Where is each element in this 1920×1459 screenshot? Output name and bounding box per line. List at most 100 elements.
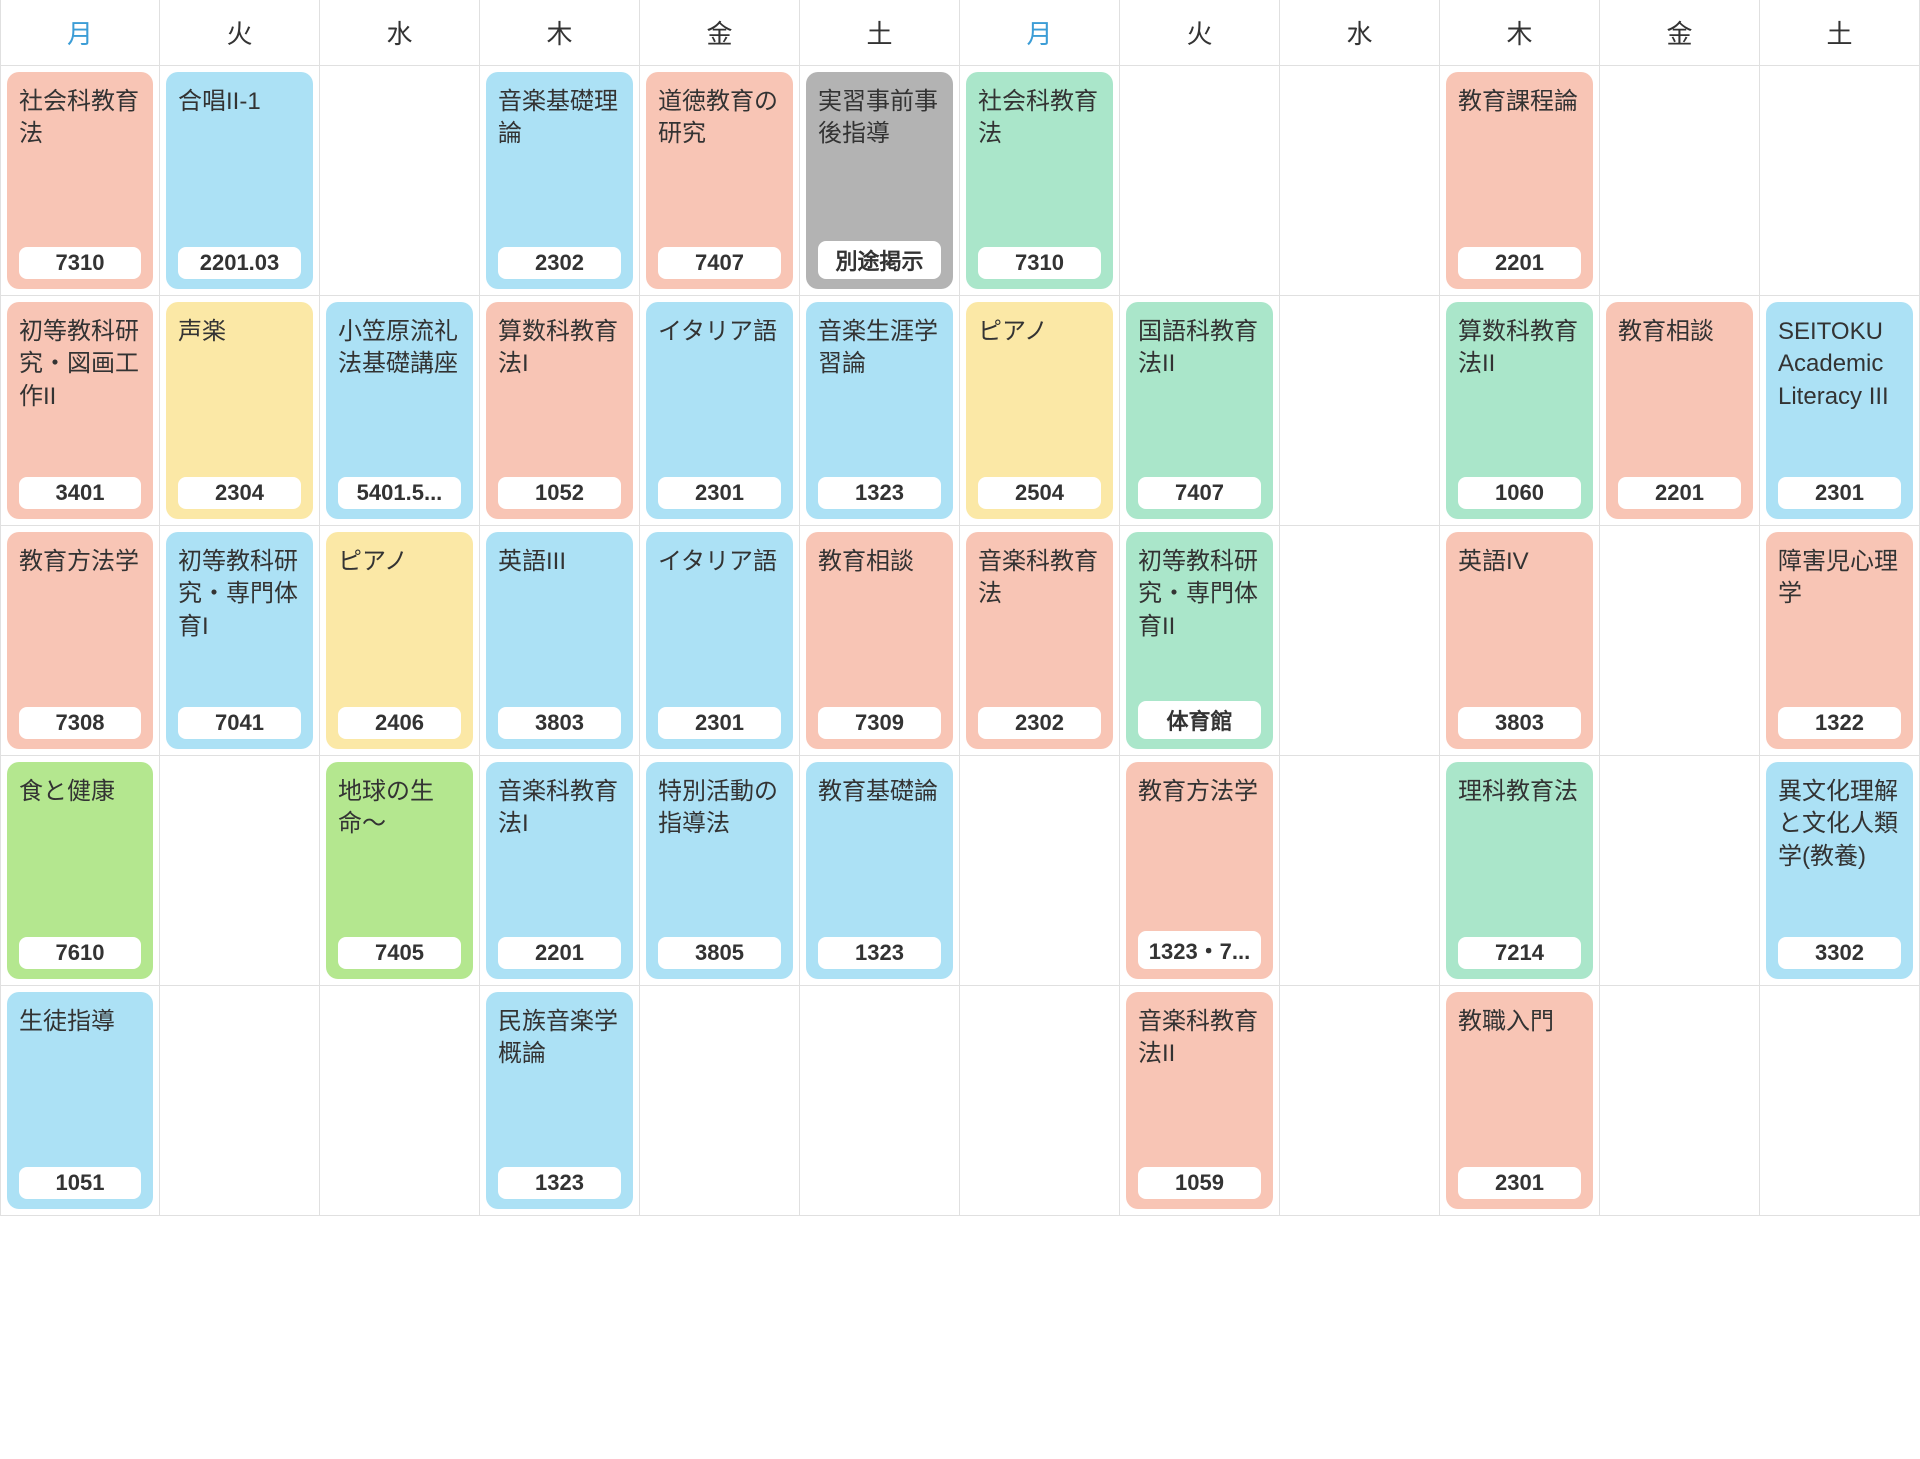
course-room: 3805 [658,937,781,969]
timetable-slot: ピアノ2504 [960,296,1120,526]
course-card[interactable]: 地球の生命〜 7405 [326,762,473,979]
timetable-slot: 特別活動の指導法3805 [640,756,800,986]
course-card[interactable]: 英語III3803 [486,532,633,749]
course-card[interactable]: 食と健康 7610 [7,762,153,979]
course-card[interactable]: 教育課程論 2201 [1446,72,1593,289]
course-room: 1322 [1778,707,1901,739]
course-card[interactable]: 初等教科研究・専門体育II体育館 [1126,532,1273,749]
timetable-slot: 教育方法学1323・7... [1120,756,1280,986]
day-header[interactable]: 土 [800,0,960,66]
day-header[interactable]: 月 [960,0,1120,66]
course-card[interactable]: 音楽生涯学習論1323 [806,302,953,519]
course-card[interactable]: 音楽科教育法2302 [966,532,1113,749]
course-card[interactable]: 教育相談2201 [1606,302,1753,519]
course-room: 2201.03 [178,247,301,279]
course-card[interactable]: 音楽科教育法II1059 [1126,992,1273,1209]
course-title: 教育基礎論 [818,776,941,808]
course-card[interactable]: 異文化理解と文化人類学(教養)3302 [1766,762,1913,979]
timetable-slot: 音楽科教育法2302 [960,526,1120,756]
course-card[interactable]: 教育基礎論 1323 [806,762,953,979]
timetable-slot: 国語科教育法II7407 [1120,296,1280,526]
day-header[interactable]: 月 [0,0,160,66]
course-card[interactable]: 社会科教育法7310 [966,72,1113,289]
day-header[interactable]: 火 [160,0,320,66]
course-title: 音楽科教育法 [978,546,1101,611]
course-title: 実習事前事後指導 [818,86,941,151]
day-header[interactable]: 火 [1120,0,1280,66]
course-card[interactable]: 英語IV3803 [1446,532,1593,749]
timetable-slot [1760,986,1920,1216]
course-card[interactable]: 合唱II-12201.03 [166,72,313,289]
course-title: 社会科教育法 [978,86,1101,151]
course-card[interactable]: 初等教科研究・専門体育I7041 [166,532,313,749]
timetable-slot: 教育相談7309 [800,526,960,756]
timetable-slot: 社会科教育法7310 [0,66,160,296]
timetable-slot [160,986,320,1216]
course-title: 道徳教育の研究 [658,86,781,151]
day-header[interactable]: 木 [480,0,640,66]
course-room: 7407 [658,247,781,279]
timetable-slot: 英語III3803 [480,526,640,756]
timetable-slot: 教育基礎論 1323 [800,756,960,986]
course-title: 小笠原流礼法基礎講座 [338,316,461,381]
timetable-slot: 小笠原流礼法基礎講座5401.5... [320,296,480,526]
course-card[interactable]: 教育方法学7308 [7,532,153,749]
course-room: 1323 [818,937,941,969]
course-card[interactable]: ピアノ2504 [966,302,1113,519]
course-title: 教育課程論 [1458,86,1581,118]
timetable-slot [160,756,320,986]
day-header[interactable]: 水 [320,0,480,66]
day-header[interactable]: 土 [1760,0,1920,66]
course-card[interactable]: 実習事前事後指導別途掲示 [806,72,953,289]
course-card[interactable]: SEITOKU Academic Literacy III 2301 [1766,302,1913,519]
course-title: SEITOKU Academic Literacy III [1778,316,1901,413]
course-card[interactable]: 初等教科研究・図画工作II3401 [7,302,153,519]
course-room: 7610 [19,937,141,969]
course-title: 民族音楽学概論 [498,1006,621,1071]
course-card[interactable]: 教職入門2301 [1446,992,1593,1209]
course-card[interactable]: 道徳教育の研究 7407 [646,72,793,289]
course-room: 1060 [1458,477,1581,509]
course-title: 教育相談 [1618,316,1741,348]
course-card[interactable]: 小笠原流礼法基礎講座5401.5... [326,302,473,519]
course-card[interactable]: 算数科教育法II 1060 [1446,302,1593,519]
course-card[interactable]: 教育相談7309 [806,532,953,749]
timetable-slot [1280,296,1440,526]
course-card[interactable]: 音楽科教育法I2201 [486,762,633,979]
course-room: 7405 [338,937,461,969]
course-card[interactable]: 障害児心理学 1322 [1766,532,1913,749]
course-title: 食と健康 [19,776,141,808]
course-card[interactable]: イタリア語2301 [646,302,793,519]
course-title: 教育方法学 [19,546,141,578]
course-room: 2201 [498,937,621,969]
course-title: 地球の生命〜 [338,776,461,841]
course-card[interactable]: 国語科教育法II7407 [1126,302,1273,519]
course-room: 2301 [1778,477,1901,509]
course-title: 算数科教育法II [1458,316,1581,381]
course-room: 2304 [178,477,301,509]
course-card[interactable]: 声楽2304 [166,302,313,519]
course-card[interactable]: 音楽基礎理論2302 [486,72,633,289]
course-card[interactable]: 教育方法学1323・7... [1126,762,1273,979]
timetable-slot: 音楽生涯学習論1323 [800,296,960,526]
course-card[interactable]: 生徒指導1051 [7,992,153,1209]
course-card[interactable]: ピアノ2406 [326,532,473,749]
timetable-slot: 理科教育法7214 [1440,756,1600,986]
course-title: イタリア語 [658,546,781,578]
day-header[interactable]: 水 [1280,0,1440,66]
day-header[interactable]: 木 [1440,0,1600,66]
course-card[interactable]: 算数科教育法I1052 [486,302,633,519]
timetable-slot: イタリア語2301 [640,526,800,756]
course-card[interactable]: 理科教育法7214 [1446,762,1593,979]
day-header[interactable]: 金 [640,0,800,66]
course-room: 2201 [1458,247,1581,279]
timetable-slot: イタリア語2301 [640,296,800,526]
course-card[interactable]: イタリア語2301 [646,532,793,749]
course-card[interactable]: 民族音楽学概論1323 [486,992,633,1209]
course-card[interactable]: 特別活動の指導法3805 [646,762,793,979]
day-header[interactable]: 金 [1600,0,1760,66]
timetable-slot [800,986,960,1216]
course-card[interactable]: 社会科教育法7310 [7,72,153,289]
course-title: 障害児心理学 [1778,546,1901,611]
course-title: 英語III [498,546,621,578]
